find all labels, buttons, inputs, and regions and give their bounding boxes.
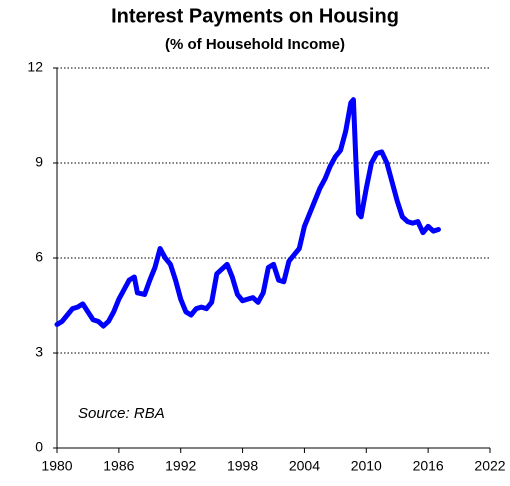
y-tick-label: 3 [35, 344, 43, 360]
data-line [54, 97, 441, 329]
x-tick-label: 2004 [289, 458, 320, 474]
x-tick-label: 1986 [103, 458, 134, 474]
x-tick-label: 2010 [351, 458, 382, 474]
chart-title: Interest Payments on Housing [111, 5, 399, 27]
y-tick-label: 9 [35, 154, 43, 170]
x-tick-label: 2016 [413, 458, 444, 474]
x-tick-label: 1992 [165, 458, 196, 474]
x-tick-label: 1980 [41, 458, 72, 474]
y-tick-label: 12 [27, 59, 43, 75]
y-tick-label: 0 [35, 439, 43, 455]
y-tick-label: 6 [35, 249, 43, 265]
chart-subtitle: (% of Household Income) [165, 36, 345, 53]
x-tick-label: 1998 [227, 458, 258, 474]
x-tick-label: 2022 [474, 458, 505, 474]
annotation: Source: RBA [78, 405, 165, 422]
